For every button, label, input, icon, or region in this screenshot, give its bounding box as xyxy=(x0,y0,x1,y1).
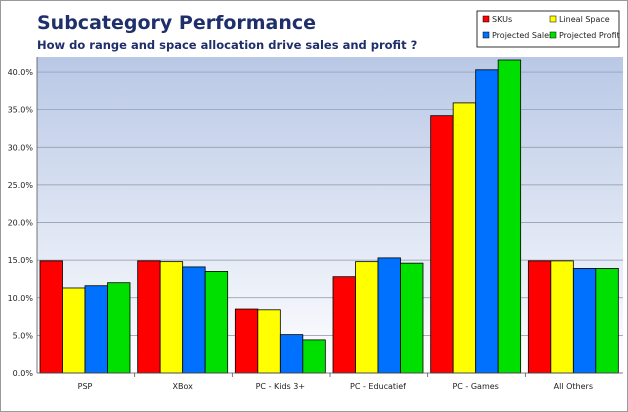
y-tick-label: 25.0% xyxy=(8,181,34,190)
x-tick-label: PSP xyxy=(78,382,93,391)
bar-projected-profit xyxy=(204,271,229,374)
y-tick-label: 40.0% xyxy=(8,68,34,77)
bar-skus xyxy=(527,260,552,374)
bar-projected-sales xyxy=(572,268,597,374)
bar-projected-profit xyxy=(497,59,522,374)
bar-projected-profit xyxy=(400,262,424,374)
legend: SKUs Lineal Space Projected Sales Projected… xyxy=(476,10,620,48)
x-tick-label: PC - Kids 3+ xyxy=(256,382,305,391)
chart-title: Subcategory Performance xyxy=(37,12,316,34)
y-tick-label: 15.0% xyxy=(8,256,34,265)
y-tick-label: 20.0% xyxy=(8,219,34,228)
bar-skus xyxy=(137,260,161,374)
legend-label: SKUs xyxy=(492,15,512,24)
bar-skus xyxy=(332,276,356,374)
chart-subtitle: How do range and space allocation drive … xyxy=(37,38,417,52)
bar-lineal-space xyxy=(550,260,574,374)
bar-projected-sales xyxy=(279,334,304,374)
bar-projected-sales xyxy=(377,257,401,374)
legend-label: Projected Profit xyxy=(559,31,620,40)
bar-projected-sales xyxy=(182,266,206,374)
y-tick-label: 30.0% xyxy=(8,143,34,152)
bar-lineal-space xyxy=(355,261,379,374)
x-tick-label: All Others xyxy=(554,382,593,391)
bar-skus xyxy=(39,260,63,374)
legend-swatch xyxy=(549,31,557,39)
legend-swatch xyxy=(549,15,557,23)
x-tick-label: PC - Games xyxy=(452,382,498,391)
legend-swatch xyxy=(482,31,490,39)
legend-box xyxy=(476,10,620,48)
grid-lines xyxy=(37,71,623,336)
bar-lineal-space xyxy=(159,261,184,374)
y-tick-label: 35.0% xyxy=(8,106,34,115)
y-tick-label: 10.0% xyxy=(8,294,34,303)
bar-projected-profit xyxy=(302,339,326,374)
bar-projected-profit xyxy=(107,282,131,374)
y-tick-label: 5.0% xyxy=(13,331,34,340)
legend-swatch xyxy=(482,15,490,23)
bar-skus xyxy=(234,308,259,374)
bar-projected-sales xyxy=(84,285,108,374)
legend-label: Lineal Space xyxy=(559,15,610,24)
bar-projected-sales xyxy=(475,69,499,374)
bar-lineal-space xyxy=(452,102,477,374)
bar-skus xyxy=(430,115,454,374)
bar-lineal-space xyxy=(257,309,281,374)
legend-label: Projected Sales xyxy=(492,31,553,40)
x-tick-label: PC - Educatief xyxy=(350,382,406,391)
bar-lineal-space xyxy=(62,287,86,374)
y-tick-label: 0.0% xyxy=(13,369,34,378)
x-tick-label: XBox xyxy=(172,382,193,391)
axes: 0.0% 5.0% 10.0% 15.0% 20.0% 25.0% 30.0% 35.0% 40… xyxy=(8,57,623,391)
bar-projected-profit xyxy=(595,268,619,374)
